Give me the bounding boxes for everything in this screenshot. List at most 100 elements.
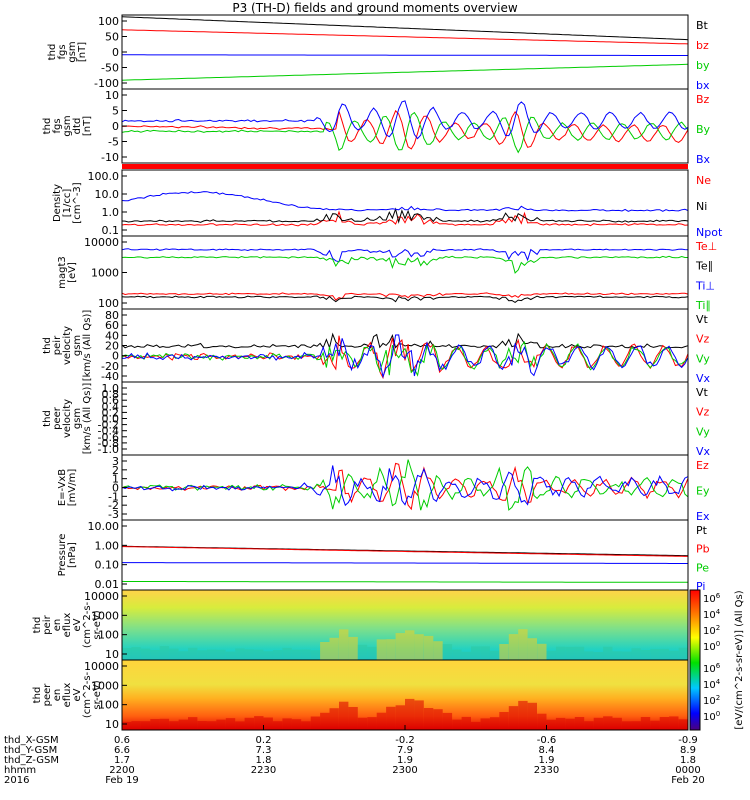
spectrogram-streak bbox=[480, 718, 490, 730]
y-axis-label: en bbox=[52, 689, 63, 702]
y-axis-label: thd bbox=[42, 337, 53, 354]
series-temperature-Ti⊥ bbox=[121, 248, 689, 263]
series-peir-velocity-Vz bbox=[121, 335, 689, 380]
series-fgs-detrended-Bz bbox=[122, 109, 689, 150]
y-tick-label: 100 bbox=[98, 297, 119, 310]
spectrogram-streak bbox=[197, 721, 207, 730]
spectrogram-streak bbox=[593, 652, 604, 660]
series-layer bbox=[121, 16, 689, 583]
y-tick-label: -0.4 bbox=[98, 425, 119, 438]
y-tick-label: 0 bbox=[112, 350, 119, 363]
spectrogram-streak bbox=[178, 651, 188, 660]
y-axis-labels: thd fgs gsm [nT]thd fgs gsm dtd [nT]Density [1/c… bbox=[32, 41, 103, 718]
spectrogram-streak bbox=[282, 718, 292, 730]
y-tick-label: 1000 bbox=[91, 679, 119, 692]
x-tick-label: 1.8 bbox=[256, 755, 272, 766]
y-tick-label: -0.2 bbox=[98, 419, 119, 432]
series-efield-Ey bbox=[121, 459, 689, 511]
series-fgs-detrended-Bx bbox=[121, 100, 689, 140]
spectrogram-streak bbox=[272, 721, 283, 730]
y-axis-label: [cm^-3] bbox=[72, 182, 83, 223]
y-tick-label: 40 bbox=[105, 329, 119, 342]
spectrogram-streak bbox=[376, 639, 387, 660]
y-axis-label: thd bbox=[32, 617, 43, 634]
y-tick-label: 1.0 bbox=[102, 206, 120, 219]
spectrogram-streak bbox=[584, 721, 594, 730]
y-tick-label: 1.0 bbox=[102, 382, 120, 395]
legend-Bz: Bz bbox=[696, 93, 710, 106]
spectrogram-streak bbox=[678, 647, 688, 660]
spectrogram-streak bbox=[593, 717, 604, 730]
y-tick-label: 80 bbox=[105, 309, 119, 322]
legend-Vy: Vy bbox=[696, 425, 710, 438]
series-density-Npot bbox=[121, 191, 689, 212]
spectrogram-streak bbox=[452, 719, 462, 730]
series-fgs-bx bbox=[122, 54, 688, 56]
spectrogram-streak bbox=[357, 717, 368, 730]
y-tick-label: 0.2 bbox=[102, 406, 120, 419]
y-axis-label: peir bbox=[52, 335, 63, 355]
legend-Npot: Npot bbox=[696, 226, 723, 239]
spectrogram-streak bbox=[263, 717, 273, 730]
spectrogram-streak bbox=[339, 629, 349, 660]
x-tick-label: 2300 bbox=[392, 765, 417, 776]
spectrogram-streak bbox=[329, 708, 339, 730]
status-bar bbox=[122, 164, 688, 169]
y-tick-label: 100.0 bbox=[88, 170, 120, 183]
spectrogram-streak bbox=[631, 648, 641, 660]
spectrogram-streak bbox=[131, 721, 141, 730]
spectrogram-streak bbox=[499, 712, 509, 730]
series-temperature-Te⊥ bbox=[121, 292, 689, 301]
colorbar-gradient bbox=[689, 589, 701, 731]
spectrogram-streak bbox=[423, 708, 434, 730]
y-axis-label: eV bbox=[72, 618, 83, 631]
y-axis-label: peir bbox=[42, 614, 53, 634]
y-axis-label: thd bbox=[32, 687, 43, 704]
series-temperature-Te∥ bbox=[121, 295, 689, 303]
colorbar-tick-label: 100 bbox=[703, 640, 720, 653]
spectrogram-streak bbox=[423, 635, 434, 660]
spectrogram-streak bbox=[244, 717, 254, 730]
spectrogram-streak bbox=[225, 651, 236, 660]
y-tick-label: -50 bbox=[101, 62, 119, 75]
spectrogram-streak bbox=[225, 718, 236, 730]
y-axis-label: fgs bbox=[57, 44, 68, 59]
spectrogram-streak bbox=[603, 646, 613, 660]
spectrogram-streak bbox=[622, 721, 632, 730]
y-tick-labels: 100500-50-1001050-5-10100.010.01.00.1100… bbox=[84, 15, 127, 731]
spectrogram-streak bbox=[669, 716, 679, 730]
spectrogram-streak bbox=[140, 721, 151, 730]
spectrogram-streak bbox=[678, 719, 688, 730]
spectrogram-streak bbox=[272, 650, 283, 660]
y-axis-label: gsm bbox=[72, 408, 83, 429]
spectrogram-streak bbox=[508, 634, 519, 660]
y-axis-label: eV bbox=[72, 688, 83, 701]
spectrogram-streak bbox=[197, 650, 207, 660]
y-axis-label: gsm bbox=[67, 41, 78, 62]
spectrogram-streak bbox=[555, 717, 566, 730]
y-axis-label: en bbox=[52, 619, 63, 632]
legend-By: By bbox=[696, 123, 711, 136]
y-axis-label: velocity bbox=[62, 326, 73, 365]
y-tick-label: -1 bbox=[108, 490, 119, 503]
spectrogram-streak bbox=[574, 717, 585, 730]
panel-frame-peer-velocity bbox=[121, 381, 689, 456]
spectrogram-streak bbox=[386, 706, 396, 730]
spectrogram-streak bbox=[622, 651, 632, 660]
legend-Te⊥: Te⊥ bbox=[695, 240, 717, 253]
spectrogram-streak bbox=[650, 648, 660, 660]
x-tick-label: 1.7 bbox=[114, 755, 130, 766]
y-tick-label: 10000 bbox=[84, 590, 119, 603]
y-tick-label: 100 bbox=[98, 15, 119, 28]
y-tick-label: 60 bbox=[105, 319, 119, 332]
colorbar-tick-label: 102 bbox=[703, 624, 720, 637]
y-axis-label: [nT] bbox=[82, 116, 93, 136]
spectrogram-streak bbox=[471, 721, 481, 730]
y-axis-label: eflux bbox=[62, 683, 73, 708]
y-tick-label: -20 bbox=[101, 360, 119, 373]
spectrogram-streak bbox=[235, 648, 245, 660]
x-tick-label: 8.4 bbox=[539, 745, 555, 756]
spectrogram-streak bbox=[386, 639, 396, 660]
spectrogram-streak bbox=[131, 647, 141, 660]
y-axis-label: eflux bbox=[62, 613, 73, 638]
